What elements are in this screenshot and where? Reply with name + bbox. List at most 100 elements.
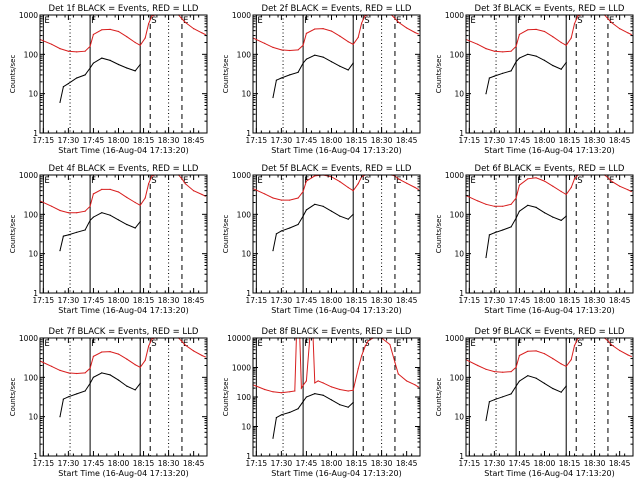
data-point bbox=[577, 15, 579, 17]
x-tick-label: 18:30 bbox=[158, 136, 180, 145]
y-axis-label: Counts/sec bbox=[222, 378, 230, 417]
data-point bbox=[347, 186, 349, 189]
data-point bbox=[148, 183, 150, 185]
data-point bbox=[76, 393, 78, 395]
y-axis-label: Counts/sec bbox=[222, 215, 230, 254]
data-point bbox=[560, 190, 562, 193]
data-point bbox=[364, 15, 366, 17]
y-axis-label: Counts/sec bbox=[435, 378, 443, 417]
data-point bbox=[357, 36, 359, 39]
data-point bbox=[201, 32, 203, 34]
panel-title: Det 4f BLACK = Events, RED = LLD bbox=[49, 164, 199, 174]
x-tick-label: 17:30 bbox=[271, 296, 293, 305]
x-tick-label: 18:30 bbox=[371, 459, 393, 468]
data-point bbox=[627, 32, 629, 34]
data-point bbox=[193, 28, 195, 30]
data-point bbox=[535, 377, 537, 379]
data-point bbox=[518, 33, 521, 36]
data-point bbox=[314, 203, 316, 205]
data-point bbox=[543, 59, 546, 62]
data-point bbox=[76, 77, 78, 79]
marker-label-e: E bbox=[257, 16, 262, 26]
y-tick-label: 1000 bbox=[445, 171, 464, 180]
data-point bbox=[101, 351, 103, 353]
x-axis-label: Start Time (16-Aug-04 17:13:20) bbox=[58, 469, 189, 478]
data-point bbox=[101, 29, 103, 31]
x-tick-label: 18:00 bbox=[321, 296, 343, 305]
y-tick-label: 10 bbox=[28, 250, 38, 259]
data-point bbox=[139, 63, 141, 66]
series-lld bbox=[252, 337, 419, 394]
x-tick-label: 18:30 bbox=[584, 136, 606, 145]
data-point bbox=[488, 77, 490, 79]
data-point bbox=[305, 209, 307, 211]
data-point bbox=[406, 27, 408, 29]
data-point bbox=[339, 404, 341, 406]
panel-title: Det 7f BLACK = Events, RED = LLD bbox=[49, 327, 199, 337]
data-point bbox=[126, 358, 128, 360]
y-tick-label: 100 bbox=[24, 210, 39, 219]
x-tick-label: 18:00 bbox=[534, 296, 556, 305]
data-point bbox=[101, 212, 103, 214]
data-point bbox=[302, 215, 304, 217]
y-tick-label: 10 bbox=[241, 90, 251, 99]
x-tick-label: 18:30 bbox=[584, 296, 606, 305]
data-point bbox=[272, 391, 274, 393]
data-point bbox=[570, 186, 572, 189]
data-point bbox=[302, 401, 304, 403]
marker-label-f: F bbox=[304, 16, 309, 26]
data-point bbox=[502, 205, 504, 207]
data-point bbox=[264, 42, 266, 45]
marker-label-s: S bbox=[151, 339, 156, 349]
x-tick-label: 18:45 bbox=[609, 296, 631, 305]
data-point bbox=[493, 50, 495, 52]
data-point bbox=[134, 227, 136, 229]
data-point bbox=[607, 18, 609, 20]
data-point bbox=[289, 227, 291, 229]
data-point bbox=[67, 372, 69, 374]
series-lld bbox=[39, 14, 206, 53]
y-tick-label: 10 bbox=[28, 90, 38, 99]
data-point bbox=[485, 368, 487, 370]
data-point bbox=[317, 380, 319, 382]
data-point bbox=[264, 388, 266, 391]
data-point bbox=[289, 74, 291, 76]
marker-label-e: E bbox=[183, 176, 188, 186]
series-events bbox=[59, 212, 141, 251]
marker-label-e: E bbox=[183, 339, 188, 349]
data-point bbox=[573, 178, 576, 180]
data-point bbox=[275, 233, 277, 235]
data-point bbox=[565, 365, 567, 367]
series-lld bbox=[39, 174, 206, 214]
data-point bbox=[314, 393, 316, 395]
series-events bbox=[485, 375, 567, 421]
data-point bbox=[488, 234, 490, 236]
series-lld bbox=[465, 14, 632, 53]
data-point bbox=[510, 226, 512, 228]
x-tick-label: 18:00 bbox=[321, 459, 343, 468]
data-point bbox=[181, 178, 183, 180]
marker-label-e: E bbox=[44, 16, 49, 26]
data-point bbox=[201, 193, 203, 196]
data-point bbox=[565, 385, 567, 387]
data-point bbox=[619, 28, 621, 30]
data-point bbox=[51, 365, 53, 367]
data-point bbox=[552, 64, 554, 67]
y-tick-label: 1 bbox=[246, 289, 251, 298]
data-point bbox=[305, 396, 307, 398]
data-point bbox=[134, 364, 136, 366]
data-point bbox=[84, 50, 86, 52]
data-point bbox=[560, 391, 562, 393]
y-axis-label: Counts/sec bbox=[9, 55, 17, 94]
y-tick-label: 100 bbox=[237, 210, 252, 219]
data-point bbox=[280, 392, 282, 394]
data-point bbox=[92, 376, 94, 378]
data-point bbox=[543, 353, 546, 355]
data-point bbox=[485, 419, 487, 422]
data-point bbox=[184, 183, 186, 185]
x-axis-label: Start Time (16-Aug-04 17:13:20) bbox=[271, 146, 402, 155]
x-tick-label: 17:30 bbox=[58, 459, 80, 468]
